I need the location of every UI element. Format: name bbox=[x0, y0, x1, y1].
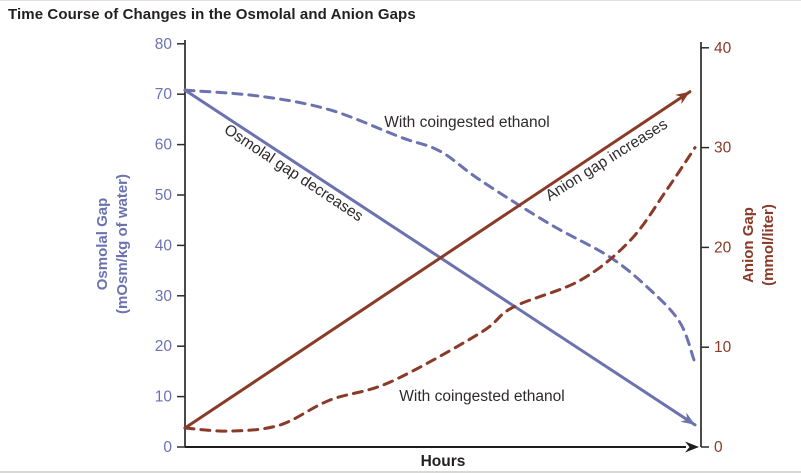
anion-increases-label: Anion gap increases bbox=[543, 116, 671, 205]
left-axis-title: Osmolal Gap bbox=[94, 198, 111, 291]
left-axis-tick-label: 30 bbox=[155, 288, 173, 305]
figure-title: Time Course of Changes in the Osmolal an… bbox=[8, 6, 416, 23]
osmolal-gap-line-arrowhead bbox=[680, 412, 695, 425]
anion-gap-line-arrowhead bbox=[675, 91, 690, 105]
right-axis-title-units: (mmol/liter) bbox=[760, 204, 777, 286]
left-axis-tick-label: 10 bbox=[155, 389, 173, 406]
right-axis-tick-label: 0 bbox=[714, 439, 723, 456]
anion-gap-ethanol-line bbox=[183, 146, 697, 433]
left-axis-tick-label: 70 bbox=[155, 86, 173, 103]
right-axis-tick-label: 20 bbox=[714, 239, 732, 256]
ethanol-label-top: With coingested ethanol bbox=[384, 114, 549, 131]
anion-gap-line bbox=[183, 90, 692, 430]
right-axis-title: Anion Gap bbox=[740, 207, 757, 283]
left-axis-tick-label: 60 bbox=[155, 137, 173, 154]
left-axis-tick-label: 0 bbox=[163, 439, 172, 456]
left-axis-title-units: (mOsm/kg of water) bbox=[114, 174, 131, 314]
right-axis-tick-label: 30 bbox=[714, 140, 732, 157]
right-axis-tick-label: 10 bbox=[714, 339, 732, 356]
left-axis-tick-label: 80 bbox=[155, 36, 173, 53]
screenshot-edge-artifact-bottom bbox=[0, 471, 801, 473]
left-axis-tick-label: 20 bbox=[155, 338, 173, 355]
x-axis-arrowhead bbox=[685, 441, 699, 453]
right-axis-tick-label: 40 bbox=[714, 40, 732, 57]
x-axis-label: Hours bbox=[421, 453, 466, 470]
ethanol-label-bottom: With coingested ethanol bbox=[399, 388, 564, 405]
osmolal-decreases-label: Osmolal gap decreases bbox=[221, 121, 366, 225]
left-axis-tick-label: 50 bbox=[155, 187, 173, 204]
screenshot-edge-artifact-top bbox=[0, 0, 801, 1]
osmolal-gap-ethanol-line bbox=[183, 88, 696, 362]
left-axis-tick-label: 40 bbox=[155, 237, 173, 254]
